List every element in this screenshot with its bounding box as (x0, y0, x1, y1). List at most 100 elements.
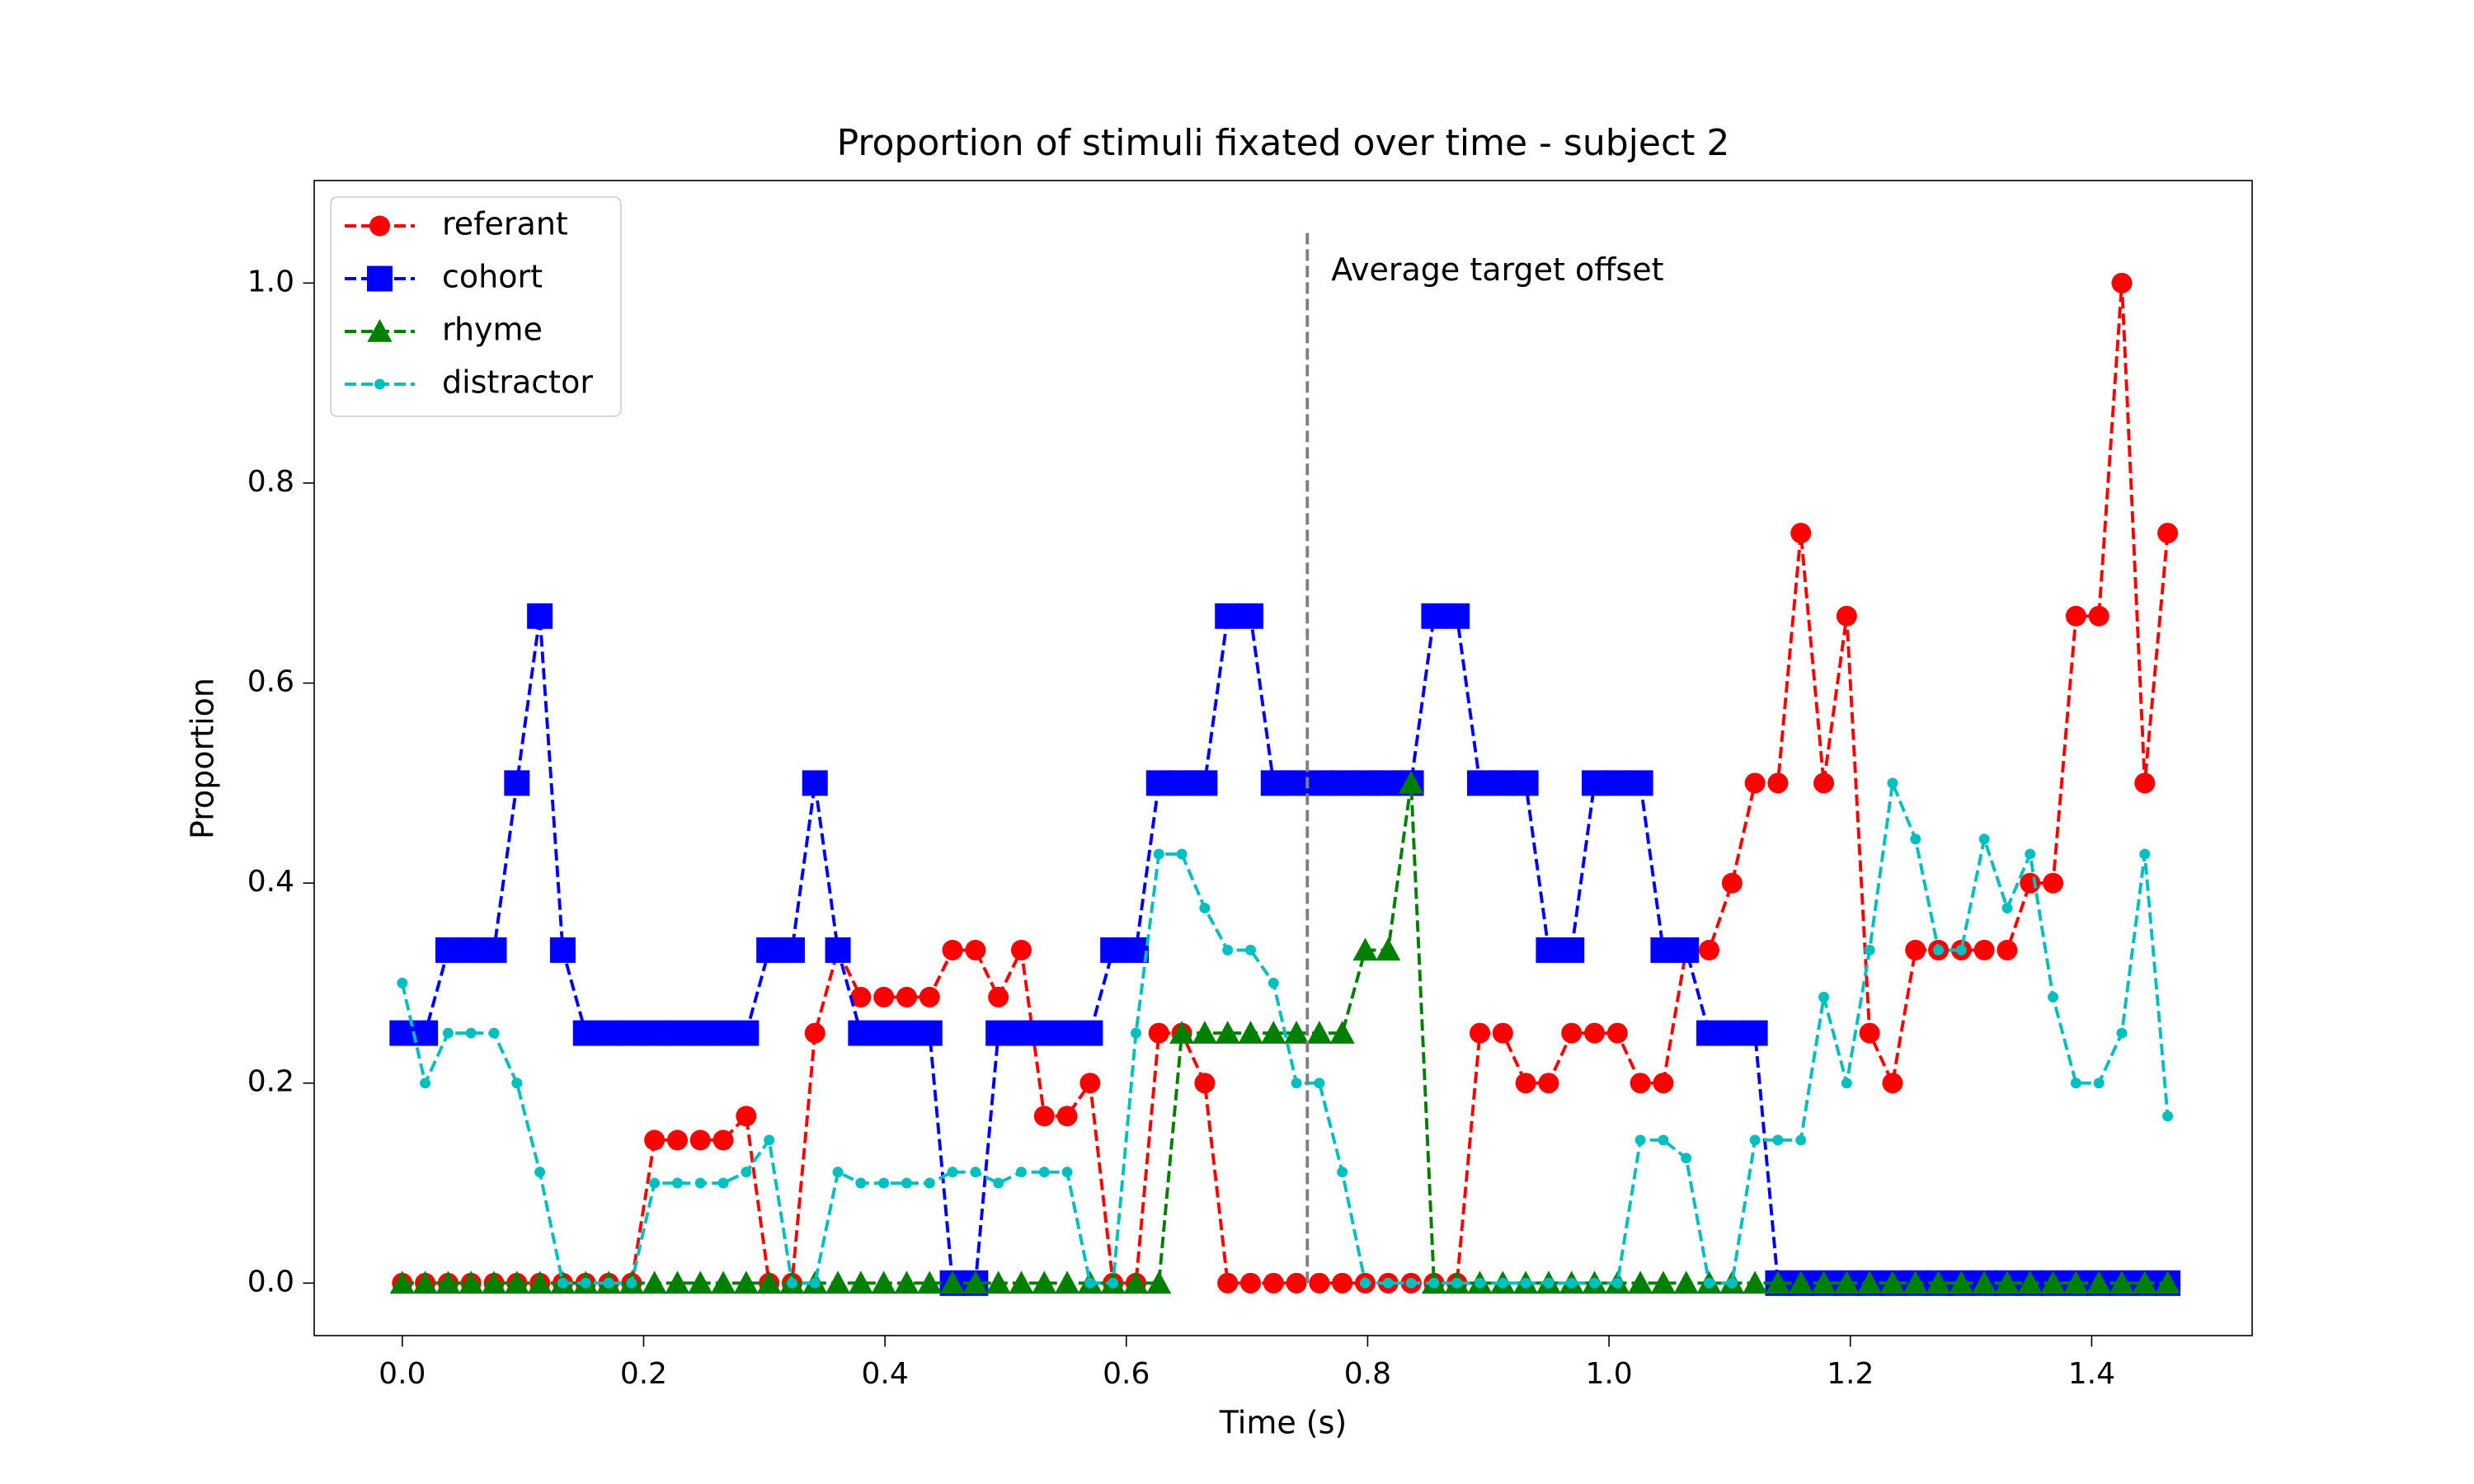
marker (878, 1177, 890, 1189)
marker (1790, 523, 1812, 544)
marker (1283, 770, 1310, 796)
marker (1194, 1073, 1216, 1094)
legend: referant cohort rhyme distractor (330, 196, 622, 417)
marker (2093, 1078, 2105, 1089)
y-axis-label: Proportion (185, 678, 221, 839)
marker (778, 937, 805, 963)
marker (1192, 1021, 1217, 1044)
marker (618, 1020, 645, 1046)
marker (1811, 1270, 1837, 1294)
marker (481, 937, 507, 963)
marker (1314, 1078, 1325, 1089)
marker (1772, 1134, 1784, 1146)
marker (1360, 1277, 1371, 1289)
marker (1955, 944, 1967, 956)
legend-box (330, 196, 622, 417)
marker (1582, 770, 1608, 796)
legend-label: rhyme (442, 312, 543, 348)
marker (1704, 1277, 1715, 1289)
marker (1604, 770, 1630, 796)
marker (1261, 1021, 1286, 1044)
marker (1010, 939, 1032, 960)
marker (917, 1270, 943, 1294)
marker (1742, 1020, 1768, 1046)
marker (1492, 1022, 1513, 1044)
marker (713, 1129, 734, 1151)
marker (1244, 944, 1256, 956)
marker (1176, 848, 1188, 860)
marker (873, 986, 895, 1007)
marker (1239, 1272, 1261, 1294)
marker (435, 1270, 461, 1294)
marker (1489, 770, 1516, 796)
marker (1286, 1272, 1307, 1294)
marker (1726, 1277, 1738, 1289)
marker (1009, 1270, 1034, 1294)
marker (916, 1020, 943, 1046)
marker (1055, 1270, 1080, 1294)
marker (2109, 1270, 2134, 1294)
marker (1696, 1020, 1723, 1046)
marker (802, 770, 828, 796)
marker (1108, 1277, 1119, 1289)
marker (710, 1020, 736, 1046)
marker (1329, 770, 1356, 796)
marker (1566, 1277, 1578, 1289)
marker (1836, 605, 1857, 627)
marker (687, 1020, 713, 1046)
marker (711, 1270, 736, 1294)
y-tick-label: 0.2 (247, 1065, 294, 1099)
marker (397, 977, 408, 989)
marker (1329, 1021, 1355, 1044)
marker (2157, 523, 2179, 544)
marker (1634, 1134, 1646, 1146)
marker (2017, 1270, 2043, 1294)
marker (1681, 1153, 1692, 1164)
marker (1721, 872, 1743, 894)
marker (1375, 770, 1401, 796)
marker (1788, 1270, 1813, 1294)
marker (1719, 1020, 1745, 1046)
marker (1008, 1020, 1034, 1046)
marker (965, 939, 986, 960)
marker (1879, 1270, 1905, 1294)
marker (825, 937, 851, 963)
marker (1123, 1270, 1149, 1294)
marker (511, 1078, 523, 1089)
marker (1859, 1022, 1880, 1044)
marker (1561, 1022, 1583, 1044)
marker (1015, 1167, 1027, 1178)
marker (369, 215, 390, 237)
marker (420, 1078, 431, 1089)
marker (2155, 1270, 2180, 1294)
marker (465, 1027, 477, 1039)
marker (1905, 939, 1926, 960)
series (397, 777, 2174, 1289)
marker (595, 1020, 622, 1046)
marker (2040, 1270, 2066, 1294)
marker (1538, 1073, 1559, 1094)
marker (985, 1270, 1011, 1294)
marker (2116, 1027, 2128, 1039)
marker (1857, 1270, 1883, 1294)
marker (1146, 1270, 1172, 1294)
marker (1887, 777, 1898, 789)
marker (527, 603, 553, 629)
marker (1376, 937, 1401, 961)
marker (940, 1270, 966, 1294)
marker (1032, 1270, 1057, 1294)
x-tick-label: 1.2 (1827, 1357, 1874, 1391)
marker (1543, 1277, 1554, 1289)
marker (1291, 1078, 1302, 1089)
marker (2020, 872, 2041, 894)
marker (1399, 770, 1424, 794)
marker (871, 1020, 897, 1046)
marker (2086, 1270, 2112, 1294)
marker (1470, 1022, 1491, 1044)
marker (985, 1020, 1012, 1046)
legend-label: referant (442, 206, 568, 242)
marker (367, 265, 393, 292)
marker (1749, 1134, 1761, 1146)
marker (1130, 1027, 1141, 1039)
